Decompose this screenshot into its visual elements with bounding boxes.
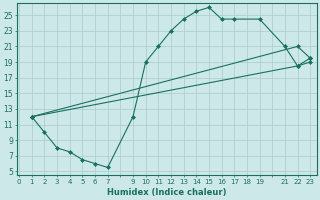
X-axis label: Humidex (Indice chaleur): Humidex (Indice chaleur) xyxy=(107,188,226,197)
